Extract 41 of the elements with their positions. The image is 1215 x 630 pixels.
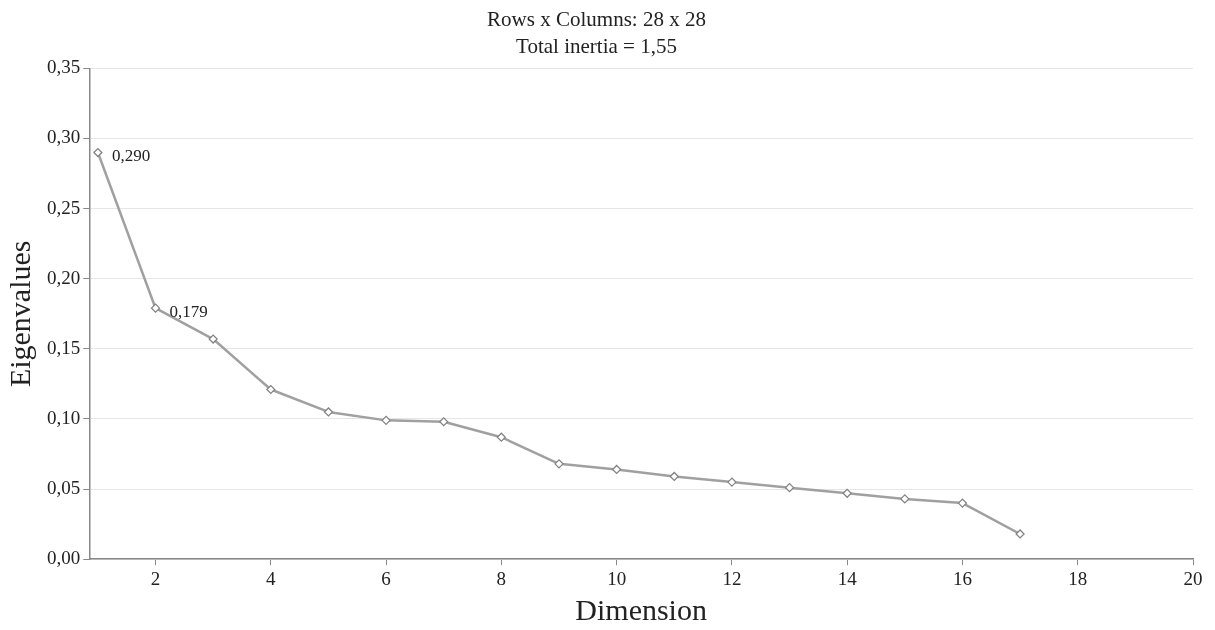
point (727, 477, 737, 487)
point (612, 464, 622, 475)
x-tick-label: 4 (266, 567, 277, 589)
point (496, 432, 506, 442)
chart-subtitle: Total inertia = 1,55 (516, 34, 677, 59)
y-tick-label: 0,25 (47, 196, 81, 218)
point (93, 147, 103, 158)
x-tick-label: 12 (722, 567, 742, 589)
y-tick-label: 0,30 (47, 126, 81, 148)
point (784, 483, 795, 493)
y-tick-label: 0,00 (47, 547, 81, 569)
x-axis-title: Dimension (575, 592, 707, 626)
point (554, 459, 564, 469)
x-tick-label: 10 (607, 567, 627, 589)
x-tick-label: 8 (496, 567, 507, 589)
x-tick-label: 2 (150, 567, 161, 589)
x-tick-label: 14 (837, 567, 858, 589)
point (957, 498, 968, 508)
y-tick-label: 0,10 (47, 406, 81, 428)
point (842, 488, 852, 498)
y-tick-label: 0,35 (47, 56, 81, 78)
annotation: 0,290 (111, 146, 151, 166)
point (1015, 529, 1025, 539)
point (323, 407, 334, 417)
x-tick-label: 18 (1068, 567, 1088, 589)
point (900, 494, 910, 504)
y-tick-label: 0,05 (47, 477, 81, 499)
y-tick-label: 0,15 (47, 336, 81, 358)
y-tick-label: 0,20 (47, 266, 81, 288)
chart-title: Rows x Columns: 28 x 28 (487, 7, 706, 32)
x-tick-label: 20 (1183, 567, 1203, 589)
point (669, 471, 679, 482)
x-tick-label: 6 (381, 567, 391, 589)
annotation: 0,179 (169, 301, 208, 321)
x-tick-label: 16 (952, 567, 972, 589)
point (439, 417, 449, 427)
point (208, 334, 218, 344)
point (381, 415, 391, 425)
point (150, 303, 161, 313)
point (266, 384, 276, 395)
y-axis-title: Eigenvalues (2, 240, 36, 388)
